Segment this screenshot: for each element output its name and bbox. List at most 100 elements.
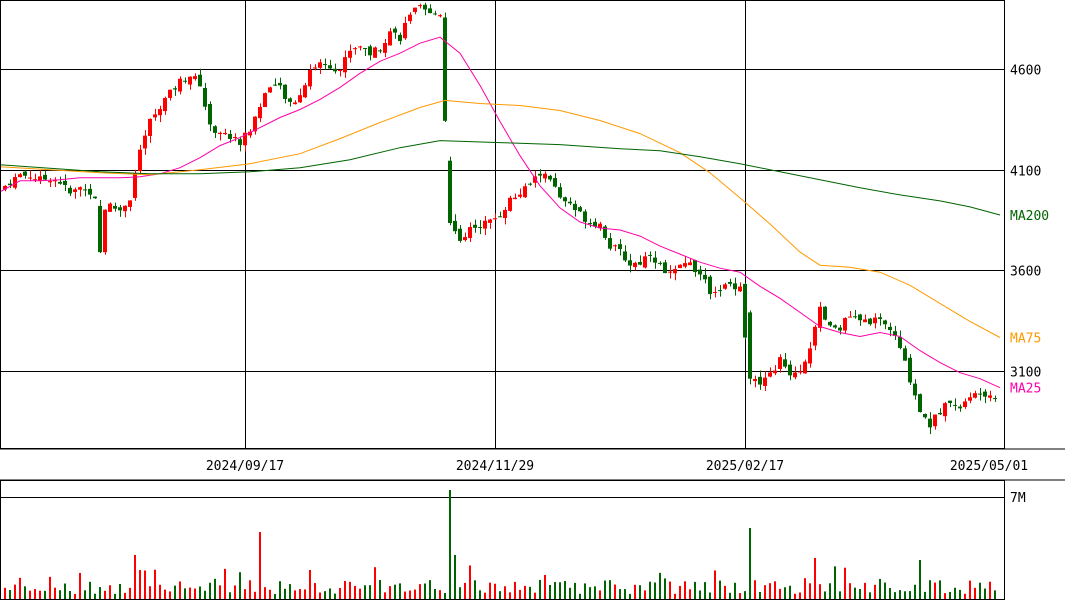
candle-body [943, 403, 947, 417]
volume-bar [504, 586, 506, 600]
volume-bar [529, 586, 531, 600]
candle-body [168, 89, 172, 98]
volume-bar [164, 589, 166, 600]
candle-body [23, 171, 27, 176]
volume-bar [719, 580, 721, 600]
ma-label-ma200: MA200 [1010, 209, 1049, 224]
candle-body [358, 46, 362, 48]
candle-body [238, 139, 242, 145]
candle-body [278, 82, 282, 86]
candle-body [923, 413, 927, 418]
volume-bar [599, 590, 601, 600]
candle-body [503, 209, 507, 219]
volume-bar [944, 593, 946, 600]
volume-bar [729, 592, 731, 600]
candle-body [33, 179, 37, 181]
candle-body [728, 281, 732, 284]
volume-bar [204, 590, 206, 600]
date-label: 2025/02/17 [706, 459, 784, 474]
volume-bar [359, 588, 361, 600]
volume-bar [984, 588, 986, 600]
candle-body [83, 189, 87, 191]
volume-bar [24, 586, 26, 600]
candle-body [718, 290, 722, 292]
volume-bar [174, 585, 176, 600]
candle-body [568, 201, 572, 204]
volume-bar [444, 593, 446, 600]
candle-body [848, 316, 852, 318]
candle-body [958, 406, 962, 409]
candle-body [423, 4, 427, 10]
candle-body [873, 317, 877, 324]
candle-body [233, 136, 237, 138]
candle-body [68, 187, 72, 194]
volume-bar [384, 592, 386, 600]
volume-bar [419, 584, 421, 600]
candle-body [133, 173, 137, 198]
volume-bar [29, 590, 31, 600]
candle-body [523, 186, 527, 198]
candle-body [483, 220, 487, 229]
candle-body [583, 211, 587, 222]
volume-bar [334, 593, 336, 600]
volume-bar [869, 592, 871, 600]
volume-bar [594, 586, 596, 600]
volume-bar [409, 590, 411, 600]
candle-body [788, 364, 792, 376]
volume-bar [649, 581, 651, 600]
candle-body [618, 244, 622, 250]
candle-body [768, 372, 772, 377]
volume-bar [114, 593, 116, 600]
volume-bar [624, 589, 626, 600]
volume-bar [654, 582, 656, 600]
candle-body [613, 245, 617, 247]
candle-body [593, 221, 597, 227]
candle-body [648, 254, 652, 256]
volume-bar [979, 582, 981, 600]
volume-bar [134, 555, 136, 600]
candle-body [608, 238, 612, 249]
volume-bar [399, 583, 401, 600]
ma-line-ma25 [0, 36, 1001, 389]
volume-bar [919, 560, 921, 600]
volume-bar [724, 585, 726, 600]
volume-bar [844, 567, 846, 600]
candle-body [698, 269, 702, 275]
candle-body [898, 336, 902, 348]
volume-bar [344, 580, 346, 600]
candle-body [153, 114, 157, 118]
volume-bar [814, 558, 816, 600]
date-label: 2024/11/29 [456, 459, 534, 474]
volume-bar [159, 584, 161, 600]
candle-body [288, 98, 292, 102]
candle-body [433, 13, 437, 15]
volume-bar [554, 582, 556, 600]
candle-body [743, 283, 747, 338]
volume-bar [924, 591, 926, 600]
volume-bar [169, 591, 171, 600]
volume-bar [59, 590, 61, 600]
volume-bar [749, 528, 751, 600]
candle-body [313, 67, 317, 69]
candle-body [588, 223, 592, 225]
volume-bar [79, 572, 81, 600]
volume-bar [294, 590, 296, 600]
volume-bar [904, 591, 906, 600]
volume-bar [224, 568, 226, 600]
candle-body [598, 223, 602, 229]
candle-body [708, 276, 712, 295]
volume-bar [899, 590, 901, 600]
candle-body [353, 48, 357, 50]
volume-bar [949, 591, 951, 600]
candle-body [93, 196, 97, 199]
candle-body [813, 326, 817, 346]
candle-body [248, 131, 252, 136]
candle-body [888, 326, 892, 331]
volume-bar [439, 590, 441, 600]
volume-bar [574, 582, 576, 600]
volume-bar [934, 582, 936, 600]
candle-body [88, 188, 92, 195]
candle-body [118, 207, 122, 211]
volume-bar [264, 587, 266, 600]
volume-bar [479, 590, 481, 600]
